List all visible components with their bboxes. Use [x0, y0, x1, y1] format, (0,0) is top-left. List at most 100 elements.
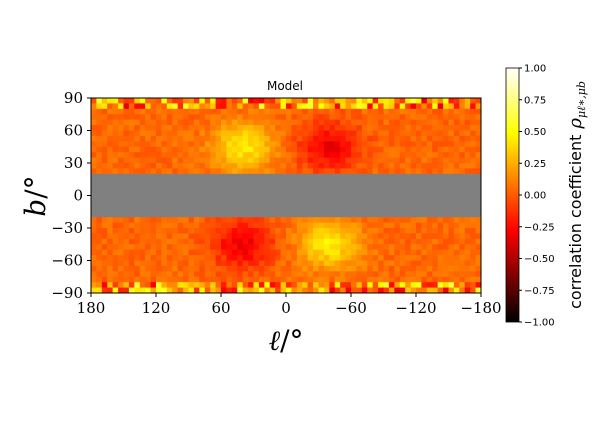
heatmap-cell: [150, 163, 157, 169]
heatmap-cell: [361, 157, 368, 164]
heatmap-cell: [96, 103, 103, 110]
heatmap-cell: [345, 255, 352, 261]
heatmap-cell: [334, 217, 341, 223]
heatmap-cell: [464, 265, 471, 272]
heatmap-cell: [448, 141, 455, 148]
heatmap-cell: [394, 260, 401, 267]
heatmap-cell: [183, 222, 189, 229]
heatmap-cell: [204, 287, 211, 294]
heatmap-cell: [193, 233, 200, 240]
heatmap-cell: [410, 141, 417, 148]
heatmap-cell: [383, 108, 390, 115]
heatmap-cell: [156, 276, 162, 283]
heatmap-cell: [264, 108, 271, 115]
heatmap-cell: [177, 255, 184, 261]
heatmap-cell: [361, 238, 368, 245]
heatmap-cell: [150, 228, 157, 234]
heatmap-cell: [166, 157, 173, 164]
heatmap-cell: [248, 141, 254, 148]
heatmap-cell: [464, 146, 471, 153]
heatmap-cell: [150, 249, 157, 256]
heatmap-cell: [437, 152, 444, 158]
heatmap-cell: [156, 282, 162, 288]
heatmap-cell: [426, 141, 433, 148]
heatmap-cell: [470, 135, 476, 142]
heatmap-cell: [459, 119, 466, 126]
heatmap-cell: [405, 244, 411, 251]
heatmap-cell: [188, 119, 195, 126]
heatmap-cell: [280, 228, 287, 234]
heatmap-cell: [134, 265, 141, 272]
heatmap-cell: [258, 271, 265, 278]
heatmap-cell: [183, 260, 189, 267]
heatmap-cell: [118, 276, 124, 283]
heatmap-cell: [118, 282, 124, 288]
heatmap-cell: [242, 222, 249, 229]
heatmap-cell: [345, 152, 352, 158]
heatmap-cell: [101, 114, 108, 121]
heatmap-cell: [242, 152, 249, 158]
heatmap-cell: [215, 168, 222, 175]
heatmap-cell: [134, 233, 141, 240]
heatmap-cell: [269, 98, 276, 104]
heatmap-cell: [470, 152, 476, 158]
heatmap-cell: [123, 222, 130, 229]
heatmap-cell: [253, 130, 260, 137]
heatmap-cell: [432, 222, 439, 229]
heatmap-cell: [448, 103, 455, 110]
heatmap-cell: [248, 98, 254, 104]
heatmap-cell: [269, 217, 276, 223]
heatmap-cell: [204, 119, 211, 126]
heatmap-cell: [323, 282, 330, 288]
heatmap-cell: [269, 103, 276, 110]
heatmap-cell: [410, 146, 417, 153]
heatmap-cell: [215, 265, 222, 272]
heatmap-cell: [323, 103, 330, 110]
heatmap-cell: [204, 228, 211, 234]
heatmap-cell: [226, 135, 233, 142]
heatmap-cell: [166, 103, 173, 110]
heatmap-cell: [323, 163, 330, 169]
heatmap-cell: [275, 103, 281, 110]
heatmap-cell: [329, 249, 336, 256]
heatmap-cell: [172, 228, 179, 234]
heatmap-cell: [448, 260, 455, 267]
heatmap-cell: [96, 265, 103, 272]
heatmap-cell: [351, 163, 357, 169]
heatmap-cell: [388, 168, 395, 175]
heatmap-cell: [139, 157, 146, 164]
heatmap-cell: [313, 282, 319, 288]
heatmap-cell: [128, 157, 135, 164]
heatmap-cell: [361, 265, 368, 272]
heatmap-cell: [448, 276, 455, 283]
heatmap-cell: [118, 249, 124, 256]
heatmap-cell: [426, 130, 433, 137]
heatmap-cell: [334, 287, 341, 294]
heatmap-cell: [302, 125, 309, 131]
heatmap-cell: [318, 265, 325, 272]
heatmap-cell: [166, 287, 173, 294]
heatmap-cell: [421, 271, 428, 278]
heatmap-cell: [275, 217, 281, 223]
heatmap-cell: [286, 141, 292, 148]
heatmap-cell: [280, 276, 287, 283]
heatmap-cell: [91, 260, 97, 267]
heatmap-cell: [210, 125, 216, 131]
heatmap-cell: [448, 130, 455, 137]
heatmap-cell: [356, 125, 363, 131]
heatmap-cell: [372, 271, 379, 278]
heatmap-cell: [443, 222, 449, 229]
heatmap-cell: [215, 233, 222, 240]
heatmap-cell: [313, 228, 319, 234]
heatmap-cell: [112, 130, 119, 137]
heatmap-cell: [286, 135, 292, 142]
heatmap-cell: [221, 146, 227, 153]
heatmap-cell: [248, 168, 254, 175]
heatmap-cell: [269, 114, 276, 121]
heatmap-cell: [329, 119, 336, 126]
heatmap-cell: [118, 152, 124, 158]
heatmap-cell: [286, 244, 292, 251]
heatmap-cell: [399, 108, 406, 115]
heatmap-cell: [156, 108, 162, 115]
heatmap-cell: [215, 276, 222, 283]
